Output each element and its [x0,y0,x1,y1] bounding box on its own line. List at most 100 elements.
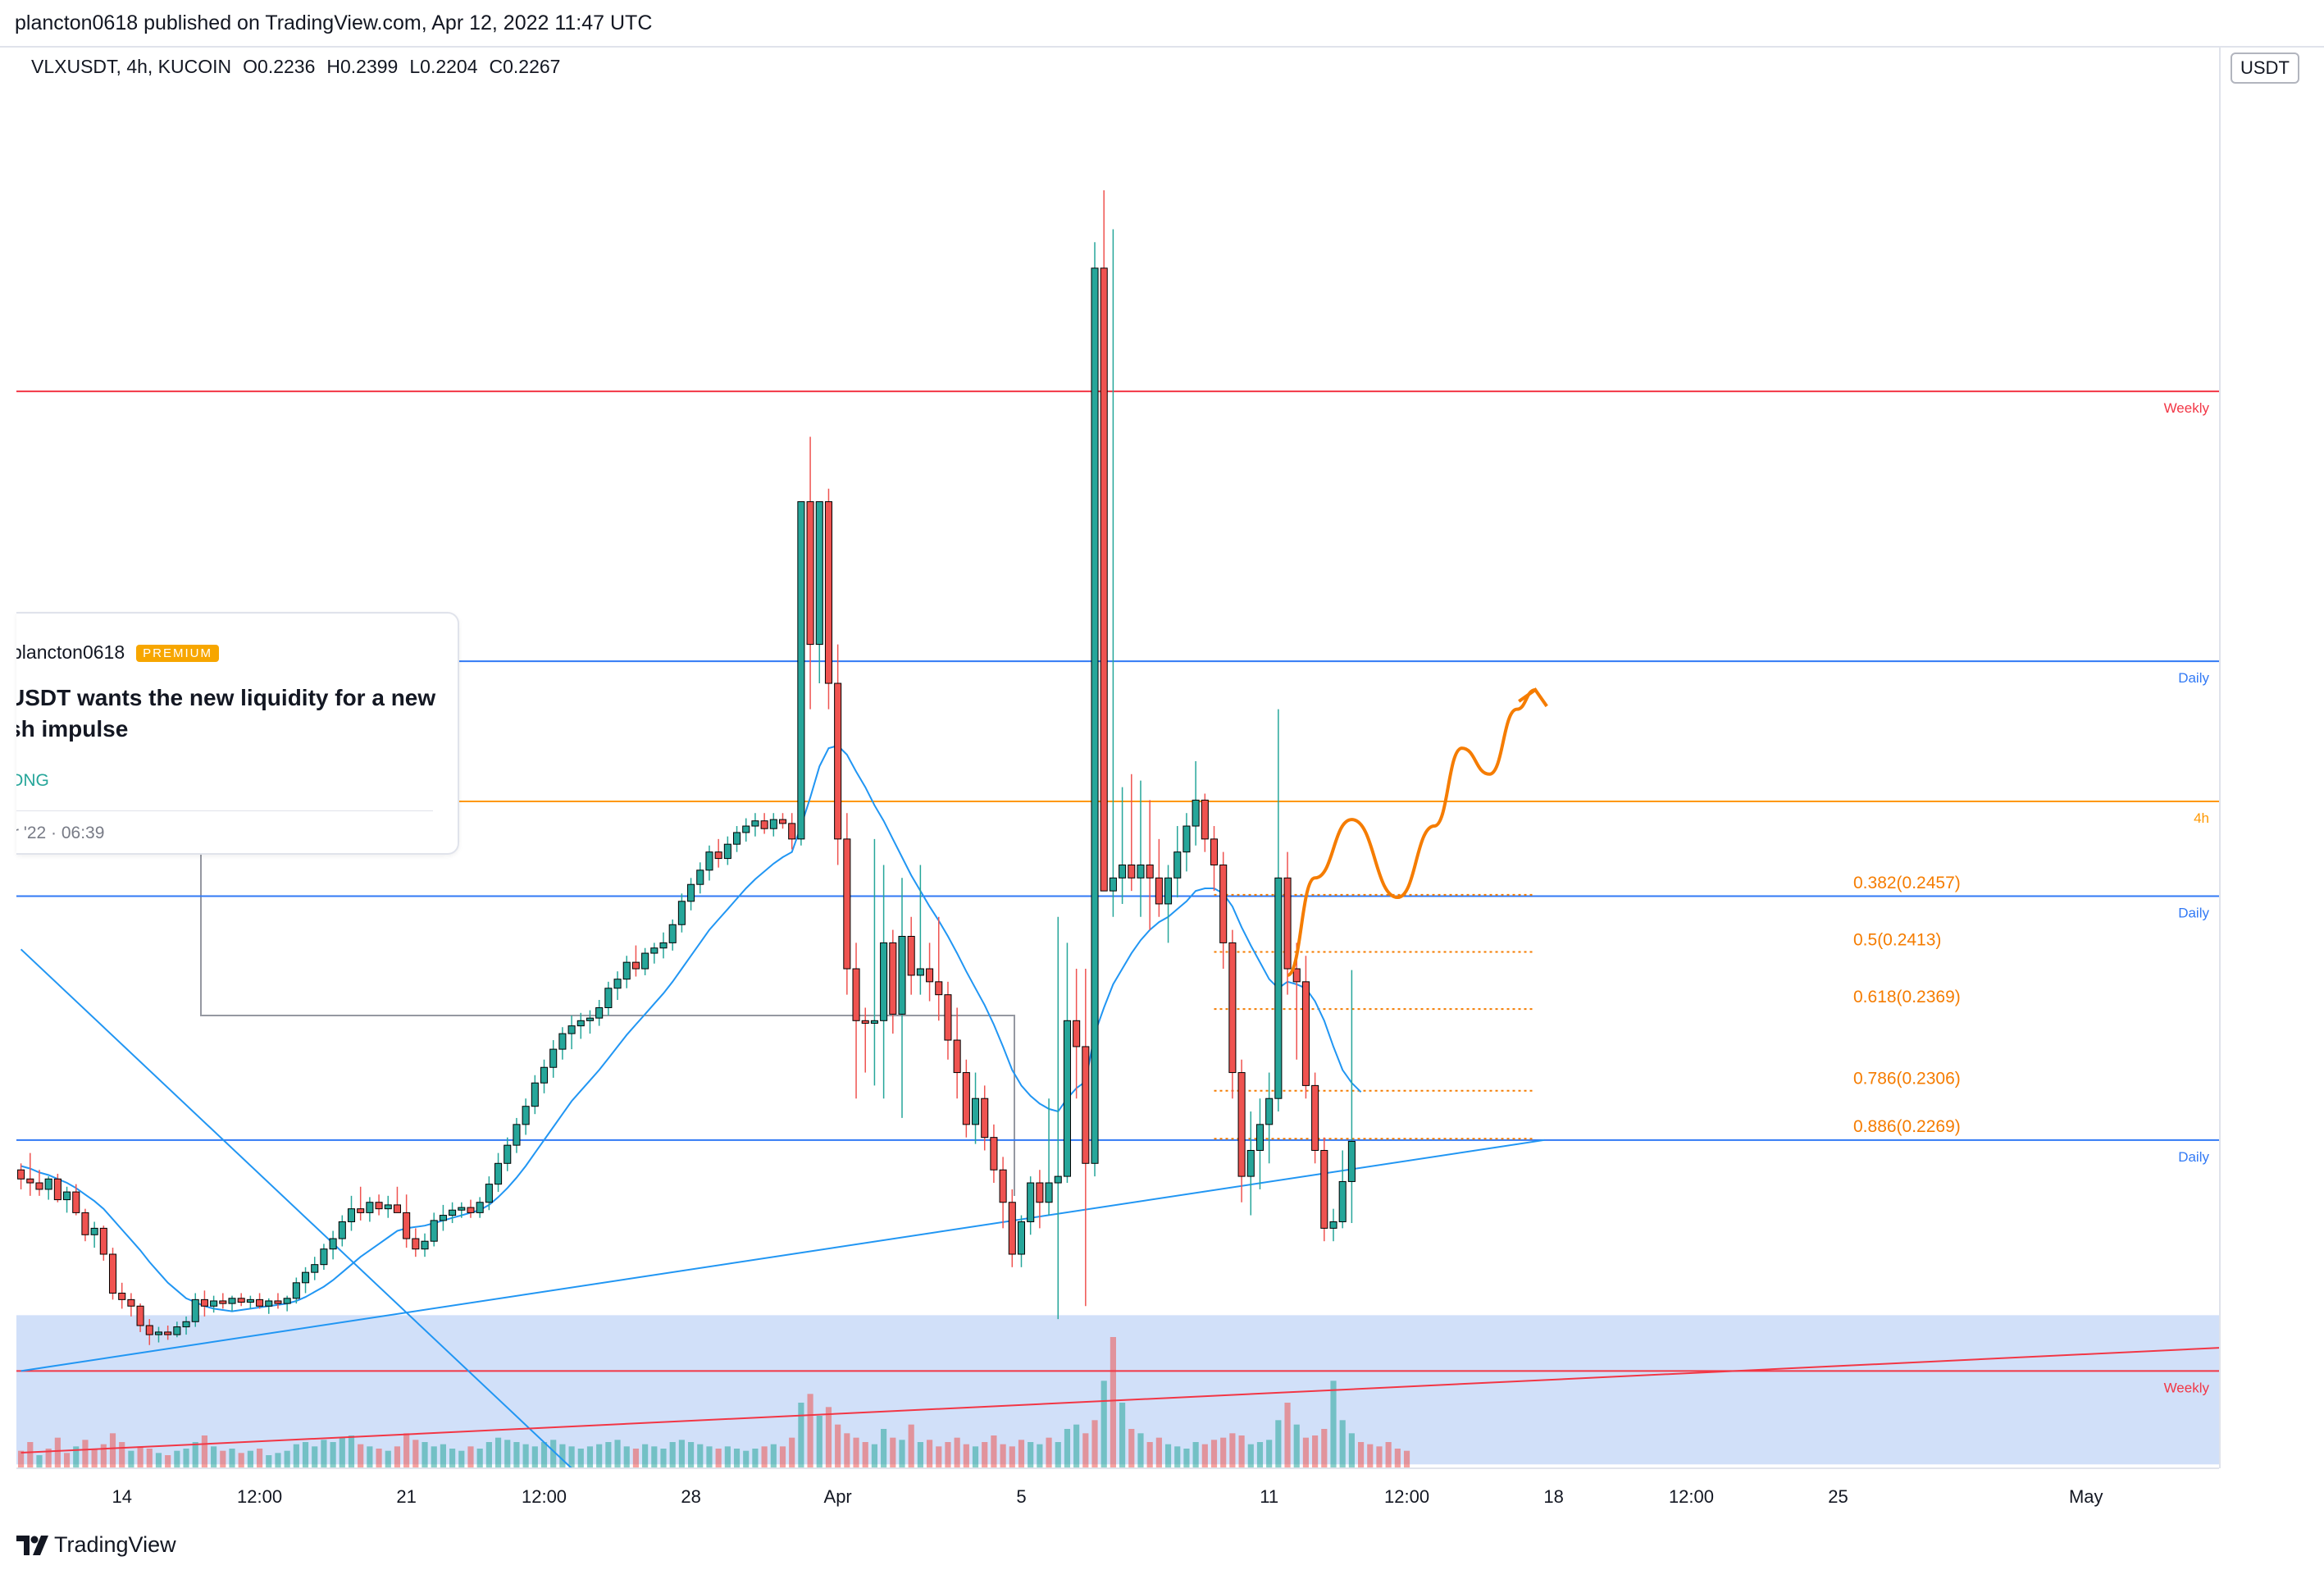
chart-area[interactable]: Weekly Daily 4h Daily Daily Weekly 0.382(0.245… [16,48,2309,1524]
volume-bar [321,1440,327,1468]
volume-bar [1064,1429,1071,1468]
volume-bar [348,1435,355,1468]
time-tick-label: May [2069,1486,2103,1507]
volume-bar [1128,1429,1135,1468]
volume-bar [431,1446,437,1468]
candle [1237,1059,1246,1203]
candle [990,1124,998,1184]
level-label: Daily [2178,905,2209,920]
volume-bar [1367,1444,1374,1468]
candle [522,1098,530,1135]
volume-bar [596,1444,603,1468]
candle-body [329,1238,337,1250]
candle-body [127,1298,135,1307]
candle [1210,826,1219,892]
candle-body [467,1207,475,1213]
candle [1137,780,1145,917]
candle [421,1233,429,1257]
volume-bar [1339,1420,1346,1468]
candle-body [522,1106,530,1125]
volume-bar [881,1429,887,1468]
volume-bar [302,1442,309,1468]
candle [311,1257,319,1280]
candle [246,1295,254,1309]
candle-body [916,968,924,976]
candle-body [1017,1221,1026,1255]
candle [173,1321,181,1338]
candle [769,813,777,837]
volume-bar [1275,1420,1282,1468]
candle [531,1075,539,1115]
volume-bar [1266,1440,1273,1468]
candle-body [990,1137,998,1171]
volume-bar [1284,1403,1291,1468]
candle [1301,956,1310,1099]
card-title[interactable]: USDT wants the new liquidity for a new s… [16,682,451,745]
candle-body [650,947,658,954]
price-axis[interactable] [2219,48,2309,1468]
candle-body [182,1321,190,1328]
candle [256,1293,264,1309]
candle-body [237,1298,245,1303]
volume-bar [623,1446,630,1468]
volume-bar [807,1394,813,1468]
time-tick-label: 12:00 [237,1486,282,1507]
volume-bar [1312,1435,1319,1468]
volume-bar [1009,1446,1015,1468]
candle [1036,1170,1044,1229]
candle-body [228,1298,236,1304]
candle [72,1184,80,1216]
volume-bar [1155,1437,1162,1468]
volume-bar [201,1435,208,1468]
candle-body [687,883,695,902]
candle [962,1059,970,1138]
candle [1073,969,1081,1099]
candle [631,945,640,977]
candle-body [953,1039,961,1074]
candle [228,1295,236,1312]
candle-body [815,501,823,646]
candle [1109,229,1117,917]
candle-body [1265,1098,1274,1125]
volume-bar [1110,1337,1116,1468]
volume-bar [770,1444,777,1468]
candle [806,436,814,710]
volume-bar [458,1450,465,1468]
candle [467,1199,475,1218]
candle-body [613,979,622,989]
legend-open: O0.2236 [243,56,316,77]
volume-bar [18,1450,25,1468]
volume-bar [991,1435,997,1468]
candle-body [1091,267,1099,1164]
candle-body [1246,1149,1255,1177]
currency-badge[interactable]: USDT [2231,52,2299,84]
volume-bar [862,1442,868,1468]
candle [338,1215,346,1247]
volume-bar [917,1442,923,1468]
candle [1100,189,1108,892]
volume-bar [789,1437,795,1468]
volume-bar [247,1450,253,1468]
volume-bar [1357,1442,1365,1468]
candle [907,916,915,995]
candle-body [338,1221,346,1239]
candle-body [631,961,640,970]
candle-body [81,1212,89,1235]
volume-bar [577,1449,584,1468]
volume-bar [963,1444,969,1468]
candle [81,1208,89,1242]
candle [274,1293,282,1309]
candle-body [1128,864,1136,879]
candle-body [246,1298,254,1303]
volume-bar [614,1440,621,1468]
candle [778,813,787,829]
candle-body [1347,1140,1356,1182]
candle-body [191,1298,199,1322]
candle [953,1007,961,1099]
candle [843,813,851,995]
candle-body [742,825,750,833]
candle [329,1230,337,1260]
volume-bar [1091,1420,1098,1468]
candle [302,1266,310,1294]
idea-card[interactable]: plancton0618 PREMIUM USDT wants the new l… [16,612,459,855]
